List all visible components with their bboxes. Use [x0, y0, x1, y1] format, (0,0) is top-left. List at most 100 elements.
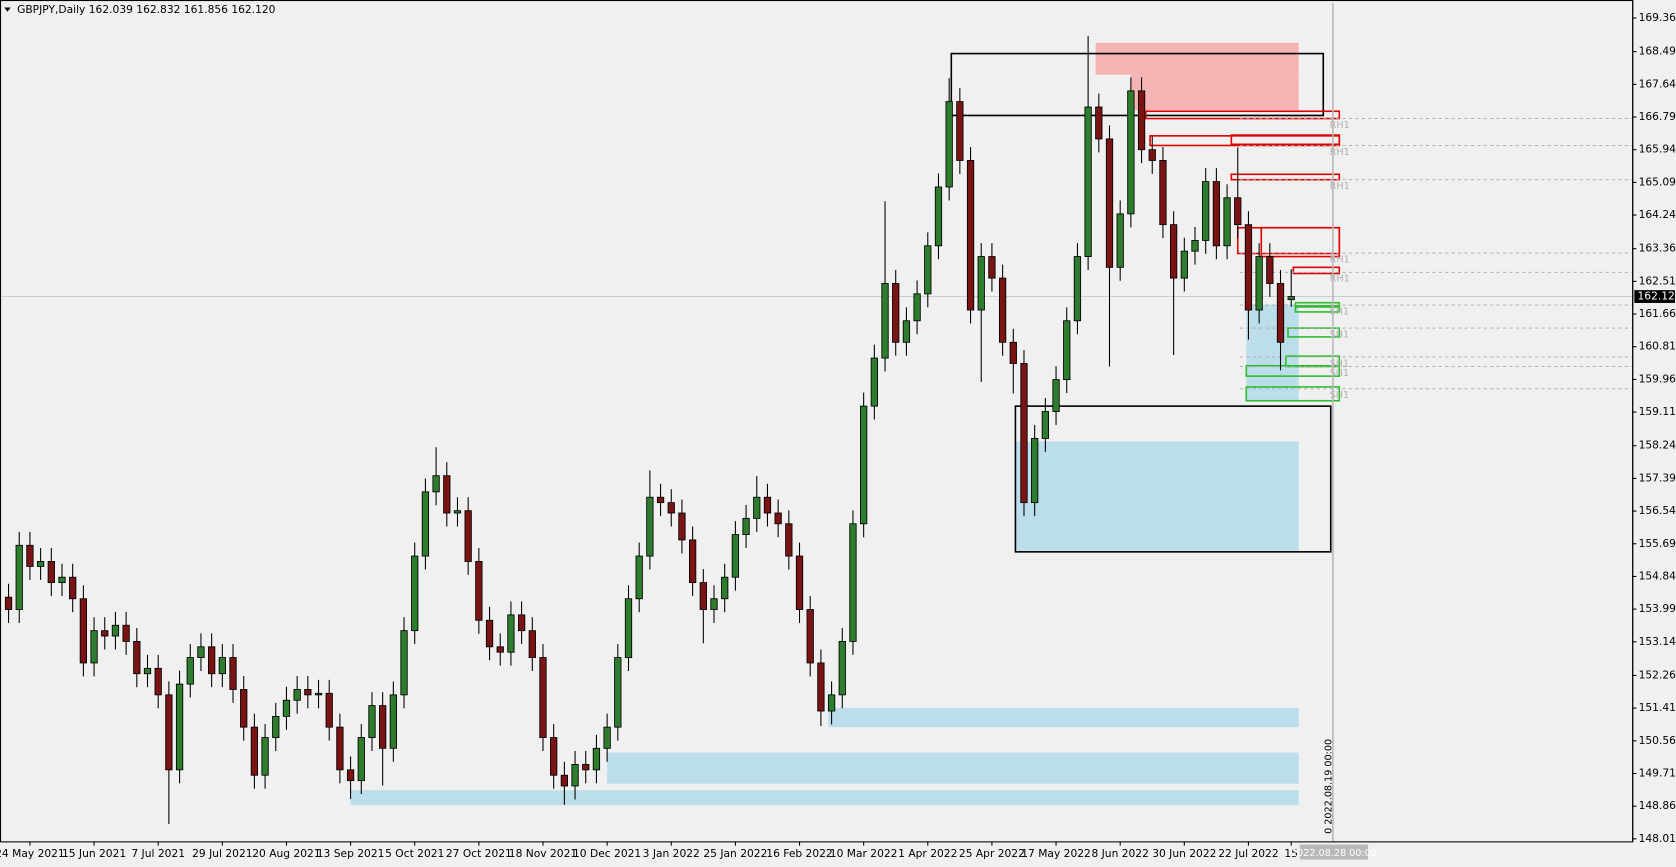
x-tick-label: 30 Jun 2022	[1152, 847, 1216, 860]
x-tick-label: 24 May 2021	[0, 847, 65, 860]
x-tick-label: 3 Jan 2022	[643, 847, 700, 860]
level-label: SH1	[1330, 390, 1349, 401]
candle-body	[36, 561, 45, 567]
candle-body	[282, 699, 291, 717]
y-tick-label: 162.515	[1639, 274, 1676, 287]
candles	[4, 35, 1295, 825]
candle-body	[699, 582, 707, 610]
candle-body	[849, 523, 857, 642]
current-price-label: 162.120	[1638, 290, 1676, 303]
y-tick-label: 159.965	[1639, 372, 1676, 385]
y-tick-label: 152.265	[1639, 668, 1676, 681]
candle-body	[143, 667, 152, 675]
candle-body	[15, 544, 23, 610]
y-tick-label: 153.140	[1639, 635, 1676, 648]
candle-body	[464, 510, 472, 562]
candle-body	[1202, 181, 1210, 241]
y-tick-label: 164.240	[1639, 208, 1676, 221]
candle-body	[881, 283, 889, 359]
candle-body	[314, 692, 323, 696]
level-label: RH1	[1330, 255, 1350, 266]
candle-body	[624, 598, 633, 658]
current-price-tag	[1634, 290, 1675, 303]
price-axis-bg	[1632, 0, 1676, 867]
candle-body	[1191, 239, 1199, 252]
candle-body	[956, 101, 964, 161]
level-label: RH1	[1330, 274, 1350, 285]
candle-body	[646, 496, 654, 557]
x-tick-label: 8 Jun 2022	[1091, 847, 1148, 860]
candle-body	[1041, 411, 1049, 439]
y-tick-label: 165.090	[1639, 175, 1676, 188]
x-tick-label: 16 Feb 2022	[766, 847, 832, 860]
vertical-line-label: 0 2022.08.19 00:00	[1324, 739, 1335, 834]
x-tick-label: 10 Mar 2022	[830, 847, 898, 860]
zone-box	[1245, 364, 1341, 377]
zone-box	[1292, 266, 1341, 275]
candle-body	[154, 667, 162, 696]
candle-body	[977, 256, 985, 311]
candle-body	[218, 657, 226, 675]
candle-body	[528, 630, 536, 658]
x-tick-label: 5 Oct 2021	[385, 847, 444, 860]
candle-body	[1137, 90, 1146, 151]
candle-body	[346, 769, 355, 782]
y-tick-label: 161.665	[1639, 307, 1676, 320]
candle-body	[58, 576, 66, 584]
candle-body	[47, 561, 55, 584]
candle-body	[1234, 197, 1242, 226]
x-tick-label: 18 Nov 2021	[509, 847, 577, 860]
candle-body	[710, 598, 718, 610]
candle-body	[1223, 197, 1231, 247]
candle-body	[1031, 437, 1039, 504]
cursor-date-tag	[1299, 844, 1369, 860]
zones	[350, 42, 1341, 806]
y-tick-label: 159.115	[1639, 405, 1676, 418]
zone-fill	[1246, 304, 1299, 401]
candle-body	[475, 561, 483, 621]
candle-body	[1020, 363, 1028, 504]
y-tick-label: 166.790	[1639, 110, 1676, 123]
candle-body	[111, 624, 120, 637]
y-tick-label: 165.940	[1639, 143, 1676, 156]
candle-body	[1063, 320, 1071, 381]
candle-body	[774, 512, 782, 525]
zone-box	[1260, 226, 1341, 258]
menu-arrow[interactable]	[4, 7, 11, 12]
x-tick-label: 29 Jul 2021	[192, 847, 252, 860]
candle-body	[1159, 160, 1167, 226]
x-tick-label: 10 Dec 2021	[573, 847, 641, 860]
candle-body	[122, 624, 130, 642]
level-label: RH1	[1330, 120, 1350, 131]
candle-body	[721, 576, 729, 600]
level-label: SH1	[1330, 306, 1349, 317]
zone-fill	[607, 752, 1299, 784]
candle-body	[817, 662, 825, 712]
y-tick-label: 160.815	[1639, 340, 1676, 353]
candle-body	[998, 277, 1007, 343]
candle-body	[208, 646, 216, 675]
candle-body	[656, 496, 665, 504]
candle-body	[1105, 138, 1114, 268]
candle-body	[806, 609, 814, 664]
candle-body	[1148, 149, 1156, 161]
candle-body	[453, 510, 462, 514]
candle-body	[688, 539, 697, 584]
candle-body	[560, 774, 569, 787]
candle-body	[934, 186, 943, 247]
candle-body	[635, 555, 643, 600]
candle-body	[272, 715, 280, 738]
candle-body	[229, 657, 237, 690]
candle-body	[1255, 256, 1263, 311]
candle-body	[485, 619, 494, 648]
y-tick-label: 151.415	[1639, 701, 1676, 714]
candle-body	[1009, 341, 1017, 364]
candle-body	[368, 705, 376, 738]
x-tick-label: 7 Jul 2021	[131, 847, 185, 860]
candle-body	[1180, 250, 1188, 279]
candle-body	[924, 245, 932, 295]
y-tick-label: 155.690	[1639, 537, 1676, 550]
y-tick-label: 148.865	[1639, 799, 1676, 812]
y-tick-label: 169.365	[1639, 11, 1676, 24]
